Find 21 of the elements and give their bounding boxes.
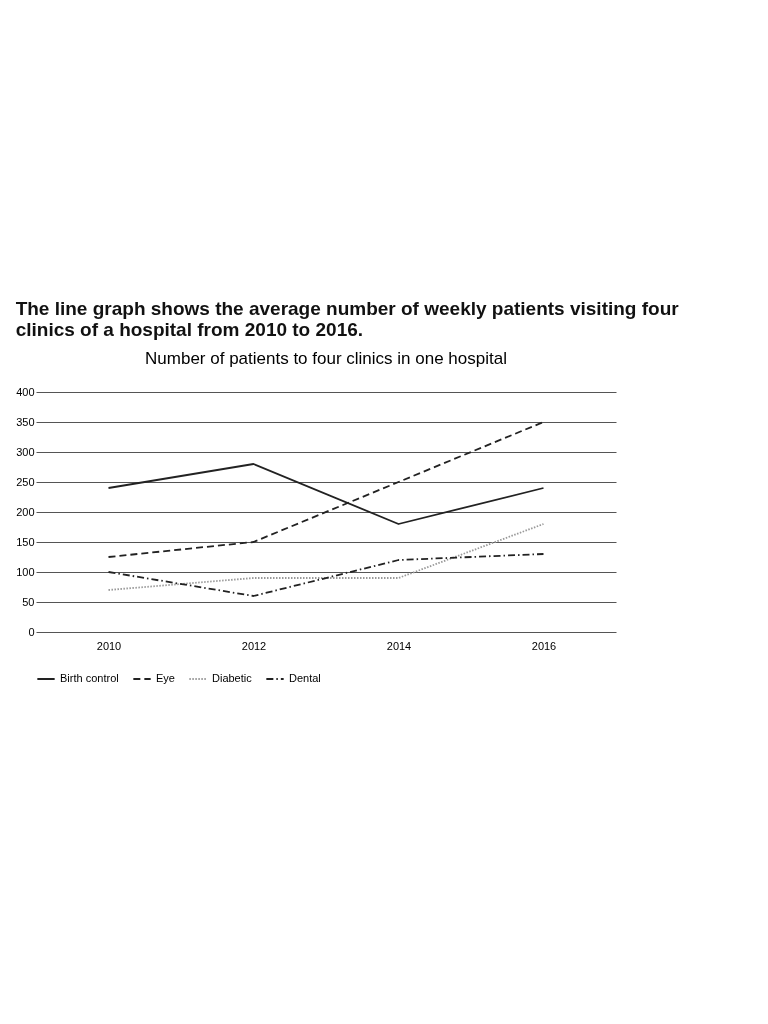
line-series (107, 553, 545, 597)
chart-title: The line graph shows the average number of weekly patients visiting four clinics of a hospital from 2010 to 2016. (15, 298, 680, 340)
x-tick-label: 2010 (96, 639, 122, 652)
y-tick-label: 200 (16, 505, 35, 518)
x-tick-label: 2012 (241, 639, 267, 652)
y-tick-label: 250 (16, 475, 35, 488)
line-series (107, 421, 545, 558)
legend-label: Dental (289, 672, 321, 684)
y-tick-label: 350 (16, 415, 35, 428)
legend-label: Diabetic (212, 672, 253, 684)
x-tick-label: 2014 (386, 639, 412, 652)
y-tick-label: 0 (28, 625, 35, 638)
legend-label: Birth control (60, 672, 119, 684)
y-tick-label: 400 (16, 385, 35, 398)
chart-subtitle: Number of patients to four clinics in one hospital (145, 349, 507, 368)
y-tick-label: 100 (16, 565, 35, 578)
y-tick-label: 50 (22, 595, 35, 608)
y-tick-label: 150 (16, 535, 35, 548)
legend-label: Eye (156, 672, 175, 684)
y-tick-label: 300 (16, 445, 35, 458)
x-tick-label: 2016 (531, 639, 557, 652)
